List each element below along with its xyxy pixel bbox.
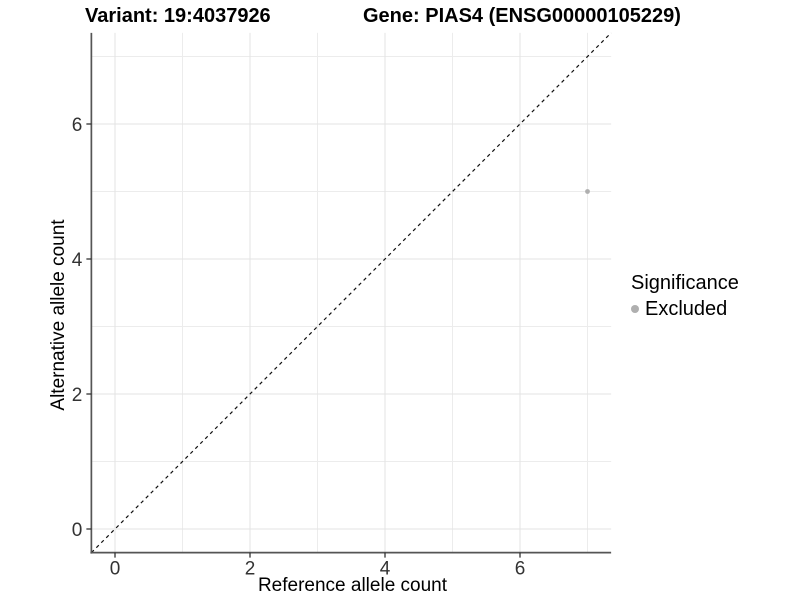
legend-title: Significance — [631, 272, 739, 294]
x-tick-label: 4 — [380, 559, 391, 580]
variant-title: Variant: 19:4037926 — [85, 5, 271, 27]
excluded-point-icon — [631, 305, 639, 313]
legend-item-label: Excluded — [645, 298, 728, 320]
identity-line — [90, 32, 612, 554]
gene-title: Gene: PIAS4 (ENSG00000105229) — [363, 5, 681, 27]
y-tick-label: 6 — [72, 115, 83, 136]
y-tick-label: 4 — [72, 250, 83, 271]
x-tick-label: 2 — [245, 559, 256, 580]
data-point — [585, 189, 590, 194]
x-tick-label: 6 — [515, 559, 526, 580]
y-axis-label: Alternative allele count — [48, 219, 69, 411]
y-tick-label: 2 — [72, 385, 83, 406]
x-tick-label: 0 — [110, 559, 121, 580]
legend-item-excluded: Excluded — [631, 297, 739, 321]
legend: Significance Excluded — [631, 271, 739, 321]
y-tick-label: 0 — [72, 520, 83, 541]
x-axis-label: Reference allele count — [257, 575, 448, 596]
